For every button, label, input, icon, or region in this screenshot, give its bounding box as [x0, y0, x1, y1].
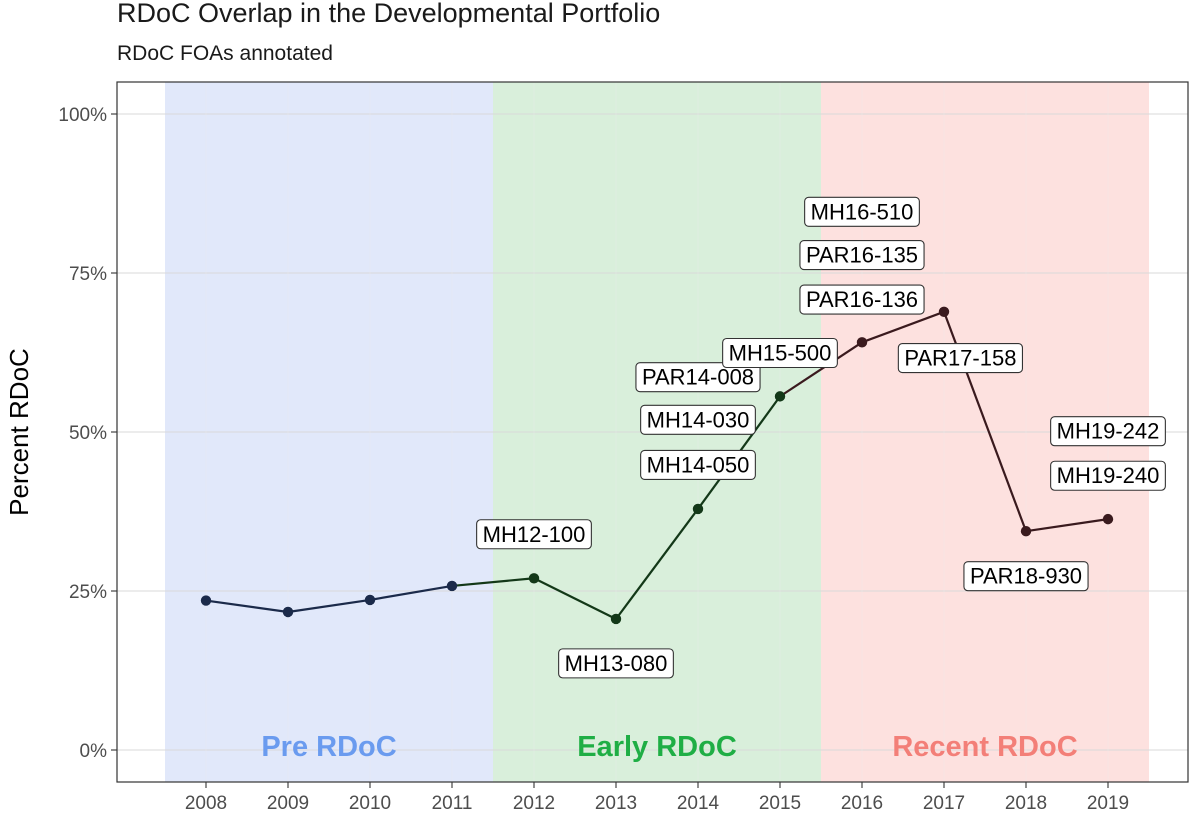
data-point	[692, 503, 704, 515]
data-point	[938, 306, 950, 317]
annotation-box	[1050, 460, 1166, 491]
x-tick-label: 2016	[841, 793, 883, 814]
annotation-box	[476, 519, 592, 550]
series-segment	[1025, 518, 1109, 533]
annotation-box	[722, 337, 838, 369]
annotation-label: MH15-500	[722, 337, 838, 369]
series-segment	[861, 310, 945, 344]
y-tick-label: 50%	[69, 423, 107, 444]
annotation-text: PAR17-158	[904, 346, 1016, 371]
annotation-label: MH16-510	[804, 196, 920, 227]
series-segment	[287, 598, 371, 614]
axes: 0% 25% 50% 75% 100% 2008 2009 2010 2011 2012 2013 2…	[58, 105, 1129, 814]
annotation-box	[804, 196, 920, 227]
annotation-text: MH12-100	[483, 522, 586, 547]
annotation-box	[640, 449, 756, 480]
era-label: Early RDoC	[577, 731, 737, 763]
annotation-label: PAR17-158	[897, 343, 1024, 374]
data-point	[282, 606, 294, 618]
data-point	[446, 580, 458, 592]
x-tick-label: 2012	[513, 793, 555, 814]
x-tick-label: 2015	[759, 793, 801, 814]
x-tick-label: 2018	[1005, 793, 1047, 814]
annotation-text: MH14-050	[647, 452, 750, 477]
annotation-label: MH14-050	[640, 449, 756, 480]
annotation-label: PAR16-136	[799, 284, 925, 315]
annotation-box	[799, 240, 925, 271]
annotation-label: MH19-240	[1050, 460, 1166, 491]
annotation-box	[963, 561, 1089, 592]
annotation-box	[799, 284, 925, 315]
y-axis-label: Percent RDoC	[4, 348, 34, 516]
data-point	[1020, 526, 1032, 537]
data-point	[528, 573, 540, 584]
annotation-text: MH19-242	[1057, 419, 1160, 444]
annotation-box	[558, 648, 674, 679]
data-point	[774, 391, 786, 402]
annotation-label: PAR14-008	[635, 362, 761, 393]
annotation-text: PAR14-008	[642, 365, 754, 390]
series-segment	[205, 599, 289, 614]
annotation-text: PAR16-136	[806, 287, 918, 312]
annotation-label: MH14-030	[640, 404, 756, 435]
y-tick-label: 100%	[58, 105, 107, 126]
annotation-label: PAR16-135	[799, 240, 925, 271]
annotation-box	[1050, 416, 1166, 447]
chart-subtitle: RDoC FOAs annotated	[117, 42, 333, 65]
annotation-box	[635, 362, 761, 393]
y-tick-label: 75%	[69, 264, 107, 285]
annotation-text: MH14-030	[647, 407, 750, 432]
y-tick-label: 25%	[69, 582, 107, 603]
annotation-text: MH15-500	[729, 341, 832, 366]
data-point	[610, 613, 622, 625]
x-tick-label: 2017	[923, 793, 965, 814]
series-segment	[779, 341, 863, 398]
data-point	[856, 337, 868, 348]
x-tick-label: 2009	[267, 793, 309, 814]
x-tick-label: 2013	[595, 793, 637, 814]
series-segment	[533, 577, 617, 620]
annotation-text: MH13-080	[565, 651, 668, 676]
annotation-label: MH13-080	[558, 648, 674, 679]
data-point	[1102, 513, 1114, 525]
era-label: Recent RDoC	[892, 731, 1077, 763]
x-tick-label: 2010	[349, 793, 391, 814]
annotation-text: MH16-510	[811, 199, 914, 224]
annotation-text: PAR18-930	[970, 564, 1082, 589]
annotation-labels: MH12-100 MH13-080 MH14-050 MH14-030 PAR14-00…	[476, 196, 1166, 679]
era-label: Pre RDoC	[261, 731, 396, 763]
chart-title: RDoC Overlap in the Developmental Portfo…	[117, 0, 661, 28]
x-tick-label: 2014	[677, 793, 720, 814]
x-tick-label: 2019	[1087, 793, 1129, 814]
series-segment	[369, 584, 453, 601]
x-tick-label: 2011	[432, 793, 473, 814]
era-labels: Pre RDoC Early RDoC Recent RDoC	[261, 731, 1077, 763]
series-segment	[615, 508, 699, 620]
annotation-box	[897, 343, 1024, 374]
annotation-box	[640, 404, 756, 435]
series-segment	[451, 577, 535, 588]
data-point	[200, 595, 212, 606]
annotation-text: PAR16-135	[806, 243, 918, 268]
data-point	[364, 594, 376, 606]
y-tick-label: 0%	[80, 741, 108, 762]
data-points	[200, 306, 1114, 625]
annotation-label: PAR18-930	[963, 561, 1089, 592]
annotation-label: MH19-242	[1050, 416, 1166, 447]
annotation-label: MH12-100	[476, 519, 592, 550]
annotation-text: MH19-240	[1057, 463, 1160, 488]
x-tick-label: 2008	[185, 793, 227, 814]
